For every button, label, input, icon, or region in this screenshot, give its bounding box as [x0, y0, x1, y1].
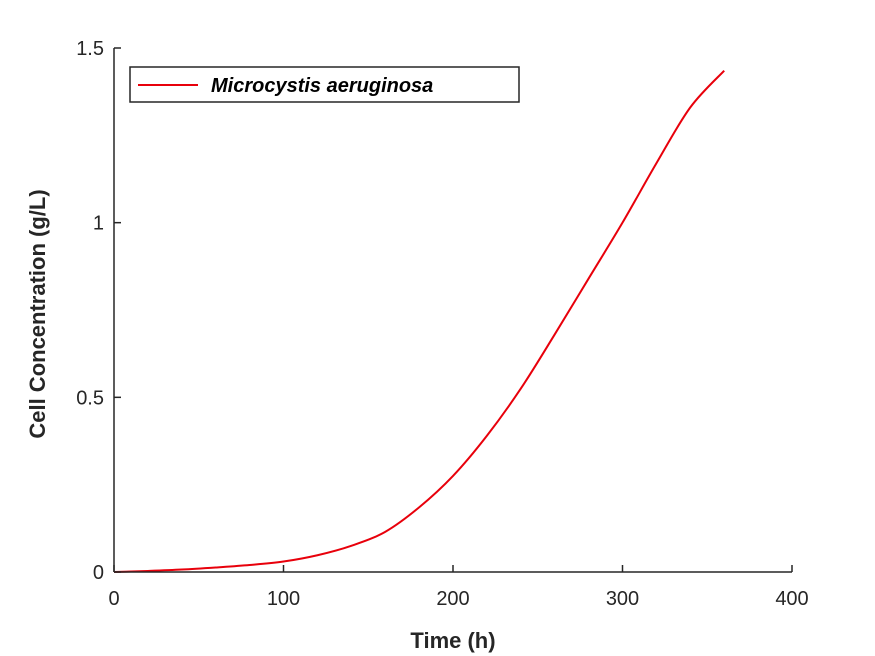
y-tick-label: 0 [93, 562, 104, 584]
y-axis: 0 0.5 1 1.5 [76, 38, 121, 584]
x-tick-label: 100 [267, 588, 300, 610]
x-axis: 0 100 200 300 400 [108, 565, 809, 610]
legend: Microcystis aeruginosa [129, 66, 520, 103]
x-tick-label: 0 [108, 588, 119, 610]
y-tick-label: 1.5 [76, 38, 104, 60]
y-tick-label: 0.5 [76, 387, 104, 409]
y-tick-label: 1 [93, 213, 104, 235]
x-tick-label: 300 [606, 588, 639, 610]
x-axis-title: Time (h) [410, 628, 495, 653]
y-axis-title: Cell Concentration (g/L) [25, 189, 50, 438]
series-layer [113, 70, 725, 573]
x-tick-label: 400 [775, 588, 808, 610]
x-tick-label: 200 [436, 588, 469, 610]
legend-label: Microcystis aeruginosa [211, 75, 433, 97]
series-line [113, 70, 725, 573]
